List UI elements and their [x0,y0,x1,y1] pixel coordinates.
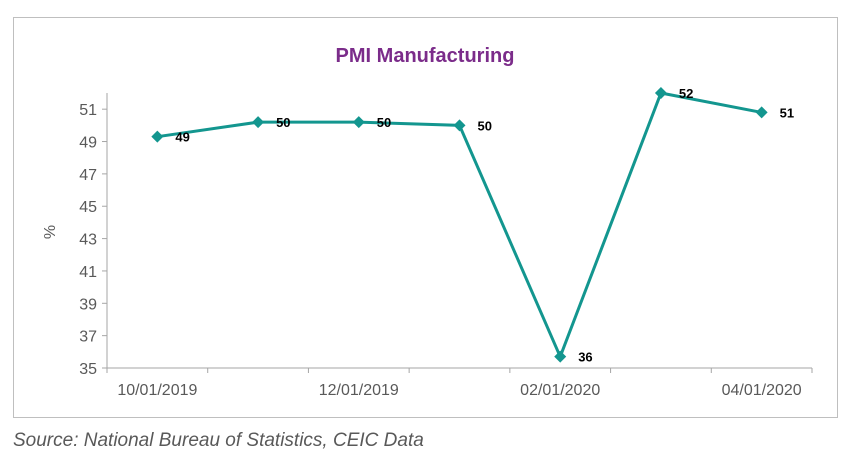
data-label: 50 [377,115,391,130]
data-label: 36 [578,350,592,365]
data-label: 50 [478,118,492,133]
y-tick-label: 39 [79,296,97,313]
y-tick-label: 45 [79,199,97,216]
series-line [157,91,762,361]
source-note: Source: National Bureau of Statistics, C… [13,430,424,451]
data-point-marker [151,130,164,143]
chart-frame [13,17,838,418]
data-label: 52 [679,86,693,101]
pmi-line-chart: PMI Manufacturing % 35 37 39 41 43 45 47 49 51 10… [42,45,813,399]
data-point-marker [352,116,365,129]
data-label: 51 [780,105,794,120]
x-tick-label: 04/01/2020 [722,382,802,399]
y-tick-label: 51 [79,102,97,119]
chart-title: PMI Manufacturing [336,45,515,67]
y-axis-label: % [42,225,59,239]
y-tick-label: 49 [79,135,97,152]
x-tick-label: 10/01/2019 [117,382,197,399]
y-tick-label: 41 [79,264,97,281]
y-tick-label: 43 [79,232,97,249]
y-tick-label: 47 [79,167,97,184]
x-tick-label: 02/01/2020 [520,382,600,399]
data-point-marker [654,87,667,99]
data-label: 49 [175,130,189,145]
data-point-marker [755,106,768,119]
y-tick-label: 37 [79,329,97,346]
data-point-marker [252,116,265,129]
data-point-marker [554,350,567,363]
data-label: 50 [276,115,290,130]
data-point-marker [453,119,466,132]
x-tick-label: 12/01/2019 [319,382,399,399]
y-tick-label: 35 [79,361,97,378]
